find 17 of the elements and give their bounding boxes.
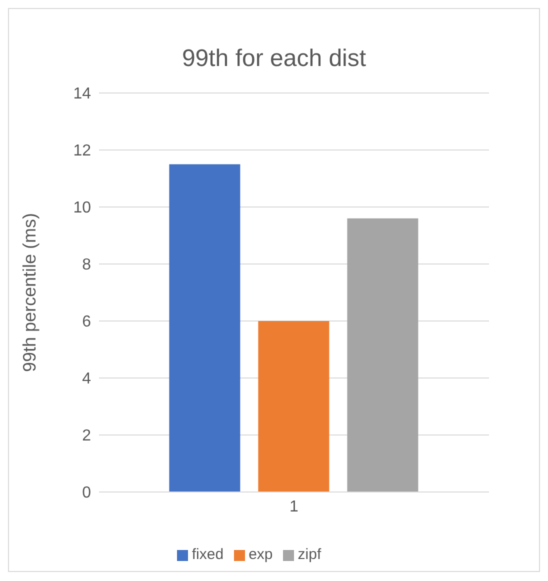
y-tick-label: 6	[82, 314, 92, 331]
y-tick-label: 4	[82, 370, 92, 388]
x-tick-label: 1	[290, 498, 299, 516]
legend-label: zipf	[298, 546, 322, 563]
y-tick-label: 2	[82, 428, 92, 445]
y-tick-label: 0	[82, 484, 92, 502]
y-tick-label: 12	[73, 142, 92, 160]
y-tick-label: 10	[73, 200, 92, 217]
y-tick-label: 8	[82, 256, 92, 274]
legend-label: fixed	[192, 546, 224, 563]
chart-title: 99th for each dist	[180, 45, 368, 73]
y-tick-label: 14	[73, 86, 92, 103]
bar	[347, 218, 418, 492]
bar	[258, 321, 330, 492]
bar	[169, 164, 240, 492]
y-axis-title: 99th percentile (ms)	[19, 212, 40, 372]
legend-label: exp	[248, 546, 273, 563]
